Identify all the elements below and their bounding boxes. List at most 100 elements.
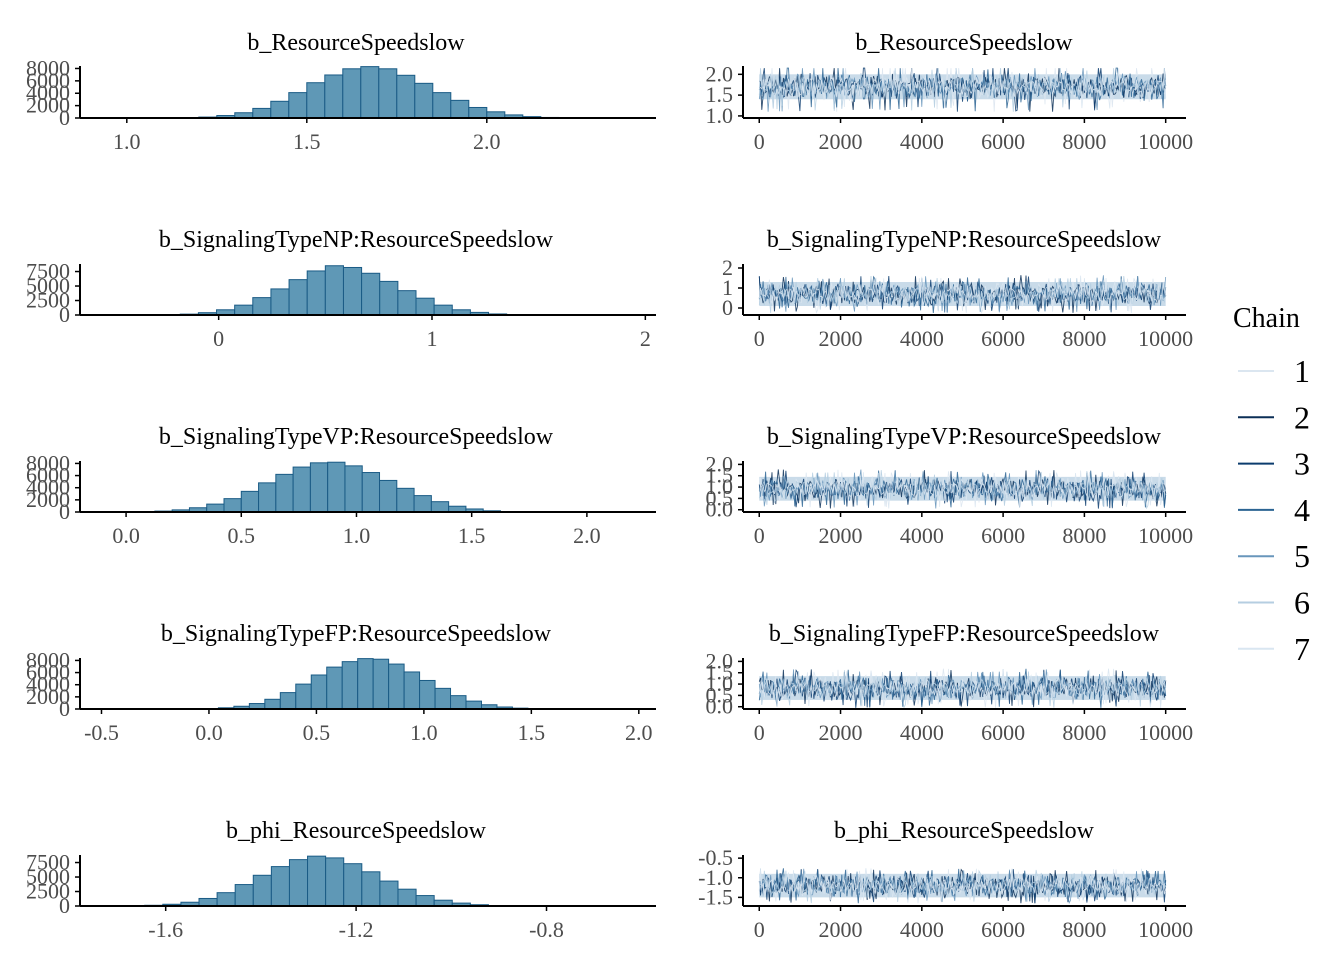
y-tick-label: -1.0 [698,865,733,890]
histogram-bar [388,663,405,710]
x-tick-label: 1.0 [410,720,438,745]
histogram-bar [240,490,260,513]
y-tick-label: 0 [59,499,70,524]
x-tick-label: 2.0 [473,129,501,154]
histogram-bar [433,304,453,316]
chain-trace-6 [758,669,1167,709]
trace-panel-1: b_ResourceSpeedslow 0 2000 4000 6000 8000 1000… [706,30,1194,154]
x-tick-label: 6000 [981,523,1025,548]
y-tick-label: 0.0 [706,497,734,522]
y-tick-label: 1.0 [706,103,734,128]
x-tick-label: 1.5 [518,720,546,745]
x-tick-label: 0 [754,523,765,548]
x-tick-label: 0 [754,326,765,351]
x-tick-label: -0.5 [84,720,119,745]
chain-trace-7 [758,469,1167,509]
histogram-bar [415,297,435,316]
chain-trace-7 [758,275,1167,314]
histogram-bar [465,700,482,710]
panel-title: b_SignalingTypeVP:ResourceSpeedslow [159,424,554,450]
panel-title: b_phi_ResourceSpeedslow [226,818,487,844]
y-tick-label: 6000 [26,660,70,685]
y-tick-label: 4000 [26,672,70,697]
histogram-bar [361,871,381,907]
histogram-bar [468,106,488,119]
panel-title: b_ResourceSpeedslow [247,30,465,56]
title-wrap: b_ResourceSpeedslow [855,30,1073,56]
panel-title: b_SignalingTypeFP:ResourceSpeedslow [161,621,552,647]
x-tick-label: 2000 [819,326,863,351]
y-tick-label: 2000 [26,684,70,709]
histogram-bar [310,674,328,710]
histogram-bar [309,462,329,513]
y-tick-label: 0 [59,696,70,721]
histogram-bar [292,466,311,513]
trace-panel-4: b_SignalingTypeFP:ResourceSpeedslow 0 2000… [706,621,1194,745]
chain-trace-5 [758,68,1167,112]
x-tick-label: -0.8 [529,917,564,942]
y-tick-label: 8000 [26,450,70,475]
x-tick-label: 0.5 [228,523,256,548]
histogram-bar [396,74,416,119]
histogram-bar [361,472,381,513]
panel-title: b_SignalingTypeFP:ResourceSpeedslow [769,621,1160,647]
histogram-bar [432,92,452,119]
histogram-bar [252,297,272,316]
chain-trace-7 [758,668,1167,708]
y-tick-label: 2500 [26,288,70,313]
histogram-panel-4: b_SignalingTypeFP:ResourceSpeedslow -0.5 0… [26,621,656,745]
x-tick-label: 8000 [1062,917,1106,942]
histogram-bar [341,661,359,710]
histogram-bar [342,68,362,119]
y-tick-label: 6000 [26,68,70,93]
x-tick-label: 1.0 [113,129,141,154]
histogram-bar [270,866,290,907]
legend-label-5: 5 [1294,538,1310,574]
chain-trace-4 [758,470,1167,508]
x-tick-label: 0 [754,917,765,942]
legend-title: Chain [1233,303,1300,334]
y-tick-label: 1.0 [706,474,734,499]
histogram-bar [234,884,254,907]
x-tick-label: 1.0 [343,523,371,548]
histogram-bar [360,66,380,119]
histogram-bar [306,270,326,316]
histogram-panel-5: b_phi_ResourceSpeedslow -1.6 -1.2 -0.8 02500… [26,818,656,942]
x-tick-label: -1.6 [148,917,183,942]
x-tick-label: 2000 [819,523,863,548]
panel-title: b_SignalingTypeNP:ResourceSpeedslow [767,227,1162,253]
legend-label-3: 3 [1294,446,1310,482]
legend-label-1: 1 [1294,353,1310,389]
x-tick-label: 2 [640,326,651,351]
legend-label-2: 2 [1294,399,1310,435]
histogram-bar [295,683,312,710]
histogram-bar [279,692,297,710]
histogram-bar [379,479,398,513]
trace-panel-2: b_SignalingTypeNP:ResourceSpeedslow 0 2000… [722,227,1193,351]
histogram-bar [379,880,399,907]
title-wrap: b_SignalingTypeVP:ResourceSpeedslow [767,424,1162,450]
x-tick-label: 0.0 [112,523,140,548]
histogram-panel-1: b_ResourceSpeedslow 1.0 1.5 2.0 020004000600… [26,30,656,154]
histogram-bar [396,487,415,513]
x-tick-label: 0 [754,129,765,154]
histogram-bar [344,465,363,513]
y-tick-label: 2.0 [706,648,734,673]
x-tick-label: 0 [213,326,224,351]
y-tick-label: 5000 [26,273,70,298]
histogram-bar [264,698,281,710]
x-tick-label: 1.5 [458,523,486,548]
x-tick-label: 4000 [900,326,944,351]
histogram-bar [324,265,344,316]
histogram-bar [270,100,290,119]
legend-label-7: 7 [1294,631,1310,667]
y-tick-label: -1.5 [698,884,733,909]
x-tick-label: 10000 [1138,720,1193,745]
y-tick-label: 8000 [26,55,70,80]
histogram-bar [327,461,346,513]
y-tick-label: 2000 [26,487,70,512]
histogram-bar [413,495,432,513]
y-tick-label: 0 [59,105,70,130]
